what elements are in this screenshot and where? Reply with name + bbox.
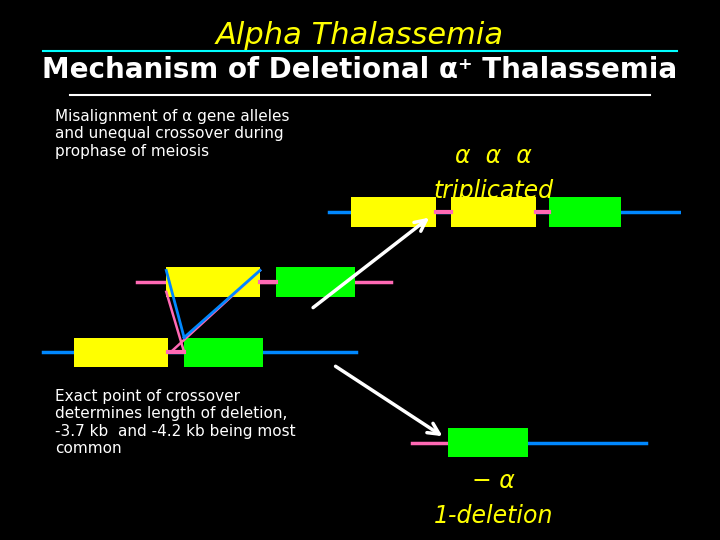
- Bar: [549, 198, 621, 227]
- Bar: [74, 338, 168, 367]
- Text: Misalignment of α gene alleles
and unequal crossover during
prophase of meiosis: Misalignment of α gene alleles and unequ…: [55, 109, 289, 159]
- Text: − α
1-deletion: − α 1-deletion: [434, 469, 554, 528]
- Bar: [184, 338, 263, 367]
- Text: α  α  α
triplicated: α α α triplicated: [434, 144, 554, 204]
- Bar: [351, 198, 436, 227]
- Bar: [166, 267, 260, 296]
- Text: Exact point of crossover
determines length of deletion,
-3.7 kb  and -4.2 kb bei: Exact point of crossover determines leng…: [55, 389, 295, 456]
- Text: Alpha Thalassemia: Alpha Thalassemia: [216, 22, 504, 50]
- Bar: [448, 428, 528, 457]
- Bar: [451, 198, 536, 227]
- Bar: [276, 267, 355, 296]
- Text: Mechanism of Deletional α⁺ Thalassemia: Mechanism of Deletional α⁺ Thalassemia: [42, 56, 678, 84]
